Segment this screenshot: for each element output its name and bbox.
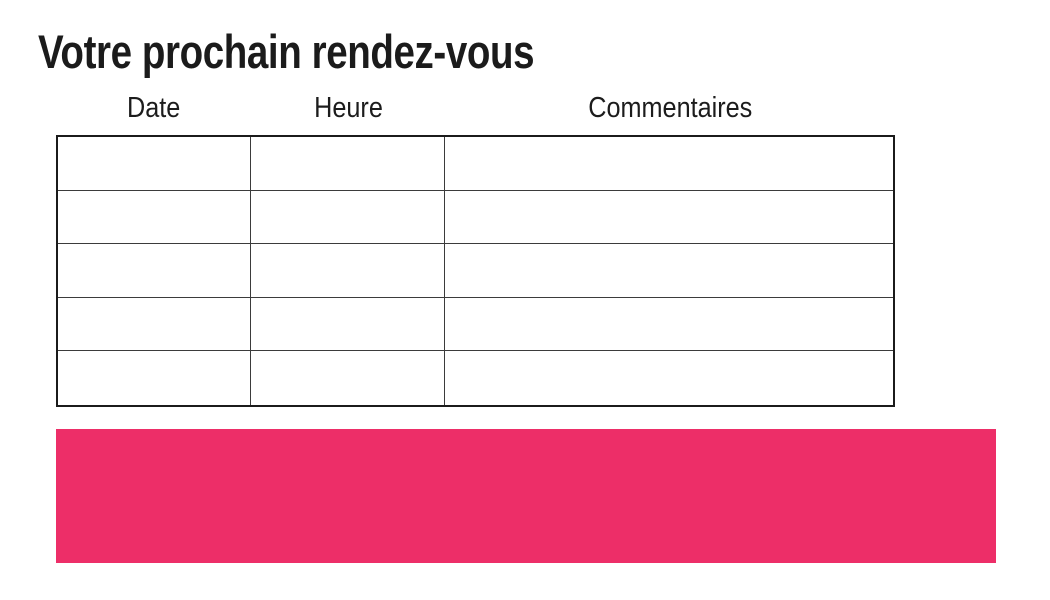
table-cell-commentaires	[445, 137, 893, 191]
table-cell-commentaires	[445, 298, 893, 352]
table-cell-heure	[251, 190, 445, 245]
column-header-commentaires: Commentaires	[445, 92, 895, 124]
table-header-row: Date Heure Commentaires	[56, 92, 895, 124]
table-cell-commentaires	[445, 244, 893, 298]
promo-banner	[56, 429, 996, 563]
table-cell-date	[58, 137, 251, 191]
table-cell-commentaires	[445, 191, 893, 245]
column-header-date-label: Date	[126, 92, 181, 124]
table-cell-date	[58, 190, 251, 245]
appointments-table	[56, 135, 895, 407]
table-cell-heure	[251, 351, 445, 405]
table-cell-date	[58, 297, 251, 352]
table-cell-heure	[251, 137, 445, 191]
column-header-heure: Heure	[251, 92, 445, 124]
column-header-commentaires-label: Commentaires	[587, 92, 753, 124]
column-header-date: Date	[56, 92, 251, 124]
table-cell-heure	[251, 297, 445, 352]
page-title: Votre prochain rendez-vous	[38, 25, 535, 78]
table-cell-heure	[251, 244, 445, 298]
table-cell-date	[58, 351, 251, 405]
column-header-heure-label: Heure	[313, 92, 383, 124]
table-cell-date	[58, 244, 251, 298]
table-cell-commentaires	[445, 351, 893, 405]
